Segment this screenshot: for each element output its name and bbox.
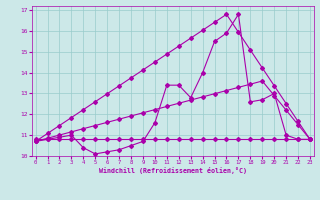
X-axis label: Windchill (Refroidissement éolien,°C): Windchill (Refroidissement éolien,°C) — [99, 167, 247, 174]
